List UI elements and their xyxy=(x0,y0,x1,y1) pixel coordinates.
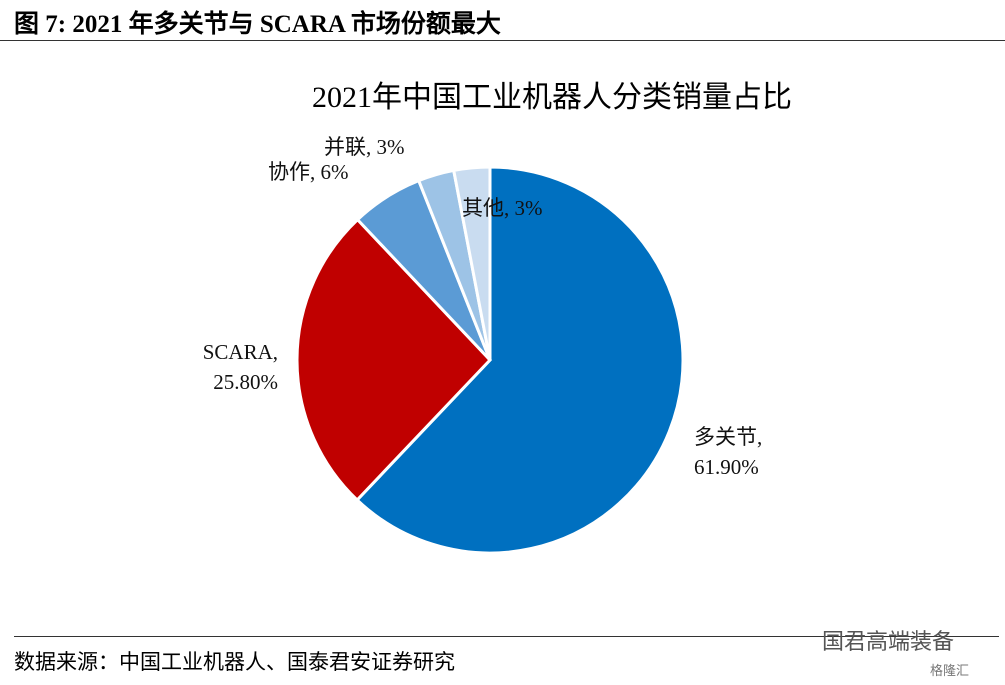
watermark-logo: 格隆汇 xyxy=(930,664,970,679)
source: 数据来源：中国工业机器人、国泰君安证券研究 xyxy=(14,650,455,674)
pie-slice xyxy=(295,217,493,503)
pie-slice xyxy=(451,165,492,361)
pie-slice xyxy=(354,165,685,555)
pie xyxy=(295,165,685,555)
data-label: 并联, 3% xyxy=(324,135,405,159)
figure-title: 图 7: 2021 年多关节与 SCARA 市场份额最大 xyxy=(14,11,501,38)
data-label: 其他, 3% xyxy=(462,196,543,220)
chart-title: 2021年中国工业机器人分类销量占比 xyxy=(312,81,792,114)
data-label: SCARA, 25.80% xyxy=(202,340,278,394)
data-label: 协作, 6% xyxy=(268,160,349,184)
watermark: 国君高端装备 xyxy=(822,630,955,655)
bottom-rule xyxy=(14,636,999,637)
data-label: 多关节, 61.90% xyxy=(694,425,763,479)
top-rule xyxy=(0,40,1005,41)
